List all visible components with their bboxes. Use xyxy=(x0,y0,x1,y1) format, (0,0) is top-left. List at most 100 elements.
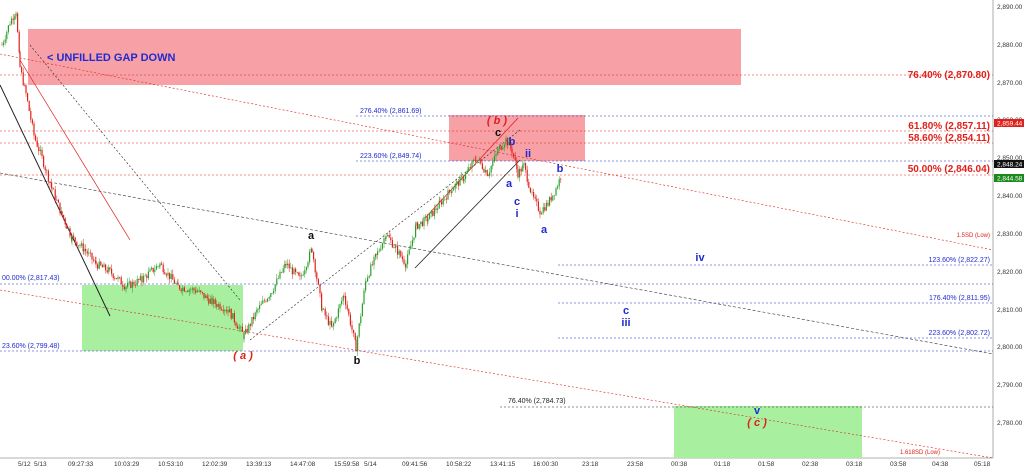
candle-body xyxy=(183,287,185,292)
candle-body xyxy=(188,289,190,292)
candle-body xyxy=(14,16,16,20)
candles xyxy=(1,11,562,356)
candle-body xyxy=(517,168,519,178)
candle-body xyxy=(407,254,409,265)
candle-body xyxy=(423,217,425,226)
candle-body xyxy=(71,235,73,241)
candle-body xyxy=(321,308,323,311)
candle-body xyxy=(400,251,402,257)
candle-body xyxy=(54,189,56,200)
candle-body xyxy=(85,248,87,252)
candle-body xyxy=(430,211,432,214)
candle-body xyxy=(36,140,38,147)
candle-body xyxy=(69,228,71,237)
candle-body xyxy=(130,281,132,288)
candle-body xyxy=(307,262,309,268)
fib-label-1236: 123.60% (2,822.27) xyxy=(929,257,991,264)
candle-body xyxy=(22,72,24,86)
red-slope-line xyxy=(19,59,131,241)
x-tick-label: 02:38 xyxy=(802,461,819,468)
candle-body xyxy=(449,190,451,192)
candle-body xyxy=(246,328,248,333)
candle-body xyxy=(459,176,461,186)
candle-body xyxy=(333,323,335,327)
candle-body xyxy=(305,267,307,271)
candle-body xyxy=(413,237,415,241)
candle-body xyxy=(432,211,434,216)
candle-body xyxy=(405,264,407,268)
candle-body xyxy=(94,260,96,262)
candle-body xyxy=(267,298,269,302)
candle-body xyxy=(201,292,203,293)
candle-body xyxy=(276,278,278,285)
candle-body xyxy=(17,13,19,33)
candle-body xyxy=(313,252,315,260)
x-tick-label: 03:18 xyxy=(846,461,863,468)
x-tick-label: 09:41:56 xyxy=(402,461,428,468)
candle-body xyxy=(453,188,455,191)
candle-body xyxy=(254,312,256,320)
candle-body xyxy=(513,153,515,157)
candle-body xyxy=(263,300,265,302)
candle-body xyxy=(519,168,521,178)
candle-body xyxy=(429,213,431,220)
candle-body xyxy=(128,281,130,283)
candle-body xyxy=(152,267,154,272)
candle-body xyxy=(321,293,323,311)
fib-label-500: 50.00% (2,846.04) xyxy=(908,164,990,175)
candle-body xyxy=(456,181,458,184)
candle-body xyxy=(516,160,518,169)
candle-body xyxy=(1,44,3,46)
candle-body xyxy=(314,259,316,273)
candle-body xyxy=(371,264,373,266)
candle-body xyxy=(281,271,283,273)
candle-body xyxy=(185,291,187,292)
candle-body xyxy=(111,268,113,274)
candle-body xyxy=(64,218,66,225)
candle-body xyxy=(95,260,97,265)
candle-body xyxy=(262,300,264,304)
candle-body xyxy=(547,202,549,206)
fib-lines xyxy=(0,74,993,408)
y-tick-label: 2,890.00 xyxy=(997,4,1023,11)
candle-body xyxy=(385,235,387,239)
candle-body xyxy=(437,208,439,210)
candle-body xyxy=(9,24,11,26)
wave-label: a xyxy=(506,178,513,190)
candle-body xyxy=(471,161,473,168)
candle-body xyxy=(336,317,338,319)
candle-body xyxy=(173,279,175,284)
gap-label: < UNFILLED GAP DOWN xyxy=(47,52,175,64)
candle-body xyxy=(383,238,385,244)
x-tick-label: 15:59:58 xyxy=(334,461,360,468)
candle-body xyxy=(408,249,410,255)
y-tick-label: 2,880.00 xyxy=(997,42,1023,49)
wave-label: iv xyxy=(695,252,705,264)
candle-body xyxy=(388,234,390,238)
x-tick-label: 14:47:08 xyxy=(290,461,316,468)
candle-body xyxy=(182,287,184,292)
y-tick-label: 2,840.00 xyxy=(997,193,1023,200)
x-tick-label: 09:27:33 xyxy=(68,461,94,468)
candle-body xyxy=(348,309,350,315)
candle-body xyxy=(233,313,235,323)
candle-body xyxy=(505,137,507,145)
candle-body xyxy=(398,251,400,255)
candle-body xyxy=(380,248,382,251)
candle-body xyxy=(117,277,119,280)
candle-body xyxy=(101,265,103,268)
candle-body xyxy=(122,284,124,287)
y-tick-label: 2,850.00 xyxy=(997,155,1023,162)
candle-body xyxy=(119,277,121,278)
fib-label-618: 61.80% (2,857.11) xyxy=(908,121,990,132)
candle-body xyxy=(86,251,88,254)
candle-body xyxy=(395,245,397,247)
candle-body xyxy=(489,172,491,176)
fib-label-2236-low: 223.60% (2,802.72) xyxy=(929,330,991,337)
candle-body xyxy=(493,156,495,162)
candle-body xyxy=(523,163,525,165)
candle-body xyxy=(299,275,301,277)
candle-body xyxy=(317,279,319,285)
y-tick-label: 2,820.00 xyxy=(997,269,1023,276)
